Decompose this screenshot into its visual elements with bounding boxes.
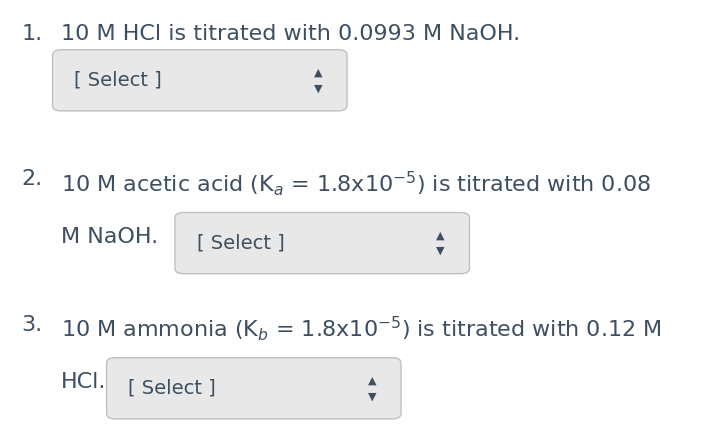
Text: 10 M ammonia (K$_b$ = 1.8x10$^{-5}$) is titrated with 0.12 M: 10 M ammonia (K$_b$ = 1.8x10$^{-5}$) is … (61, 315, 662, 343)
Text: ▼: ▼ (368, 391, 377, 401)
Text: ▼: ▼ (436, 246, 445, 256)
Text: 1.: 1. (22, 24, 42, 44)
Text: 10 M acetic acid (K$_a$ = 1.8x10$^{-5}$) is titrated with 0.08: 10 M acetic acid (K$_a$ = 1.8x10$^{-5}$)… (61, 169, 651, 198)
Text: ▲: ▲ (368, 375, 377, 385)
Text: [ Select ]: [ Select ] (74, 71, 162, 90)
Text: 2.: 2. (22, 169, 42, 189)
Text: 3.: 3. (22, 315, 42, 334)
Text: ▲: ▲ (314, 67, 323, 77)
Text: ▼: ▼ (314, 83, 323, 93)
FancyBboxPatch shape (175, 213, 469, 274)
FancyBboxPatch shape (53, 50, 347, 111)
Text: [ Select ]: [ Select ] (197, 234, 284, 253)
FancyBboxPatch shape (107, 358, 401, 419)
Text: ▲: ▲ (436, 230, 445, 240)
Text: M NaOH.: M NaOH. (61, 227, 158, 246)
Text: [ Select ]: [ Select ] (128, 379, 216, 398)
Text: HCl.: HCl. (61, 372, 107, 392)
Text: 10 M HCl is titrated with 0.0993 M NaOH.: 10 M HCl is titrated with 0.0993 M NaOH. (61, 24, 521, 44)
